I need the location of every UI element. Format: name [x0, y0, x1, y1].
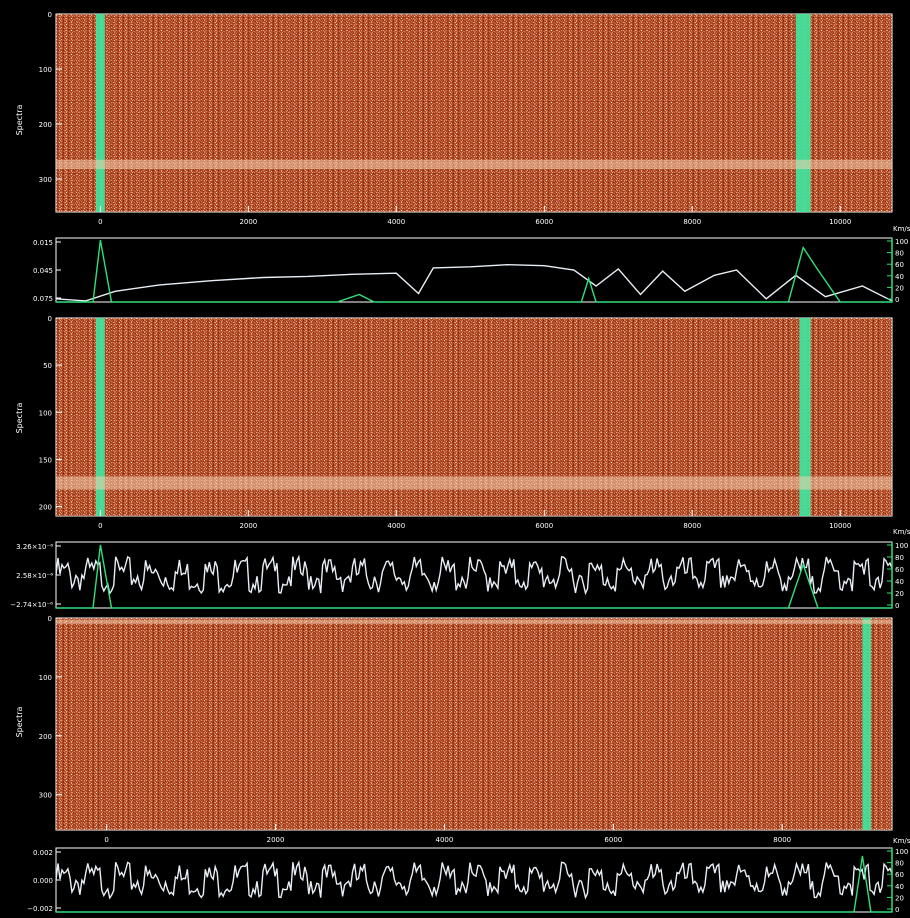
- y-tick-label: 300: [39, 792, 52, 800]
- plot-frame: [55, 847, 893, 913]
- x-tick-label: 0: [98, 218, 102, 226]
- x-tick-label: 8000: [773, 836, 791, 844]
- right-tick-label: 0: [895, 906, 899, 914]
- y-axis-label: Spectra: [15, 707, 24, 738]
- heatmap-overlay: [56, 618, 892, 830]
- heatmap-panel-1: 0 2000 4000 6000 8000 10000 0 100 200 300 Spectr…: [15, 11, 910, 233]
- right-tick-label: 100: [895, 238, 908, 246]
- flagged-band-1: [799, 318, 811, 516]
- y-tick-label: 200: [39, 504, 52, 512]
- series-line-0: [55, 263, 893, 302]
- y-tick-label: 0.002: [33, 849, 53, 857]
- series-line-1: [56, 855, 892, 913]
- y-tick-label: 0.075: [33, 295, 53, 303]
- right-tick-label: 80: [895, 250, 904, 258]
- bright-row-band: [56, 619, 892, 624]
- heatmap-panel-3: 0 2000 4000 6000 8000 0 100 200 300 Spectra Km/…: [15, 615, 910, 845]
- plot-frame: [55, 237, 893, 303]
- x-tick-label: 6000: [535, 522, 553, 530]
- x-tick-label: 10000: [829, 522, 851, 530]
- x-tick-label: 6000: [604, 836, 622, 844]
- x-axis-unit: Km/s: [893, 225, 910, 233]
- y-tick-label: 0.045: [33, 267, 53, 275]
- line-panel-2: 3.26×10⁻⁶ 2.58×10⁻⁶ −2.74×10⁻⁶ 0 20 40 60 80 10…: [10, 541, 908, 610]
- right-tick-label: 20: [895, 590, 904, 598]
- y-axis-label: Spectra: [15, 403, 24, 434]
- flagged-band-1: [795, 14, 811, 212]
- y-tick-label: 150: [39, 456, 52, 464]
- series-line-0: [55, 860, 893, 900]
- x-tick-label: 4000: [387, 522, 405, 530]
- bright-row-band: [56, 159, 892, 170]
- flagged-band-0: [95, 318, 105, 516]
- x-axis-unit: Km/s: [893, 837, 910, 845]
- right-tick-label: 100: [895, 542, 908, 550]
- y-tick-label: 100: [39, 66, 52, 74]
- x-tick-label: 2000: [239, 218, 257, 226]
- line-panel-1: 0.015 0.045 0.075 0 20 40 60 80 100: [33, 237, 908, 304]
- right-tick-label: 60: [895, 261, 904, 269]
- y-tick-label: 300: [39, 176, 52, 184]
- y-tick-label: 0: [48, 11, 52, 19]
- x-tick-label: 4000: [387, 218, 405, 226]
- x-tick-label: 0: [104, 836, 108, 844]
- series-line-1: [56, 239, 892, 303]
- right-tick-label: 100: [895, 848, 908, 856]
- x-axis-unit: Km/s: [893, 528, 910, 536]
- y-tick-label: 0: [48, 315, 52, 323]
- right-tick-label: 0: [895, 296, 899, 304]
- y-tick-label: 0.015: [33, 239, 53, 247]
- plot-frame: [55, 541, 893, 609]
- y-tick-label: 2.58×10⁻⁶: [16, 572, 53, 580]
- y-tick-label: −0.002: [27, 905, 53, 913]
- y-tick-label: 0: [48, 615, 52, 623]
- right-tick-label: 20: [895, 284, 904, 292]
- bright-row-band: [56, 476, 892, 490]
- y-tick-label: 200: [39, 121, 52, 129]
- x-tick-label: 2000: [267, 836, 285, 844]
- x-tick-label: 10000: [829, 218, 851, 226]
- x-tick-label: 6000: [535, 218, 553, 226]
- right-tick-label: 60: [895, 871, 904, 879]
- right-tick-label: 40: [895, 883, 904, 891]
- flagged-band-0: [862, 618, 871, 830]
- y-tick-label: 0.000: [33, 877, 53, 885]
- right-tick-label: 80: [895, 554, 904, 562]
- x-tick-label: 8000: [683, 218, 701, 226]
- y-tick-label: 100: [39, 409, 52, 417]
- right-tick-label: 20: [895, 894, 904, 902]
- x-tick-label: 2000: [239, 522, 257, 530]
- right-tick-label: 80: [895, 860, 904, 868]
- y-tick-label: 100: [39, 674, 52, 682]
- x-tick-label: 0: [98, 522, 102, 530]
- y-axis-label: Spectra: [15, 105, 24, 136]
- y-tick-label: −2.74×10⁻⁶: [10, 601, 53, 609]
- flagged-band-0: [95, 14, 105, 212]
- line-panel-3: 0.002 0.000 −0.002 0 20 40 60 80 100: [27, 847, 908, 914]
- right-tick-label: 0: [895, 602, 899, 610]
- series-line-1: [56, 544, 892, 609]
- x-tick-label: 8000: [683, 522, 701, 530]
- right-tick-label: 40: [895, 578, 904, 586]
- y-tick-label: 3.26×10⁻⁶: [16, 543, 53, 551]
- right-tick-label: 40: [895, 273, 904, 281]
- series-line-0: [55, 554, 893, 596]
- heatmap-overlay: [56, 14, 892, 212]
- y-tick-label: 200: [39, 733, 52, 741]
- heatmap-panel-2: 0 2000 4000 6000 8000 10000 0 50 100 150 200 Spec…: [15, 315, 910, 536]
- x-tick-label: 4000: [436, 836, 454, 844]
- right-tick-label: 60: [895, 566, 904, 574]
- y-tick-label: 50: [43, 362, 52, 370]
